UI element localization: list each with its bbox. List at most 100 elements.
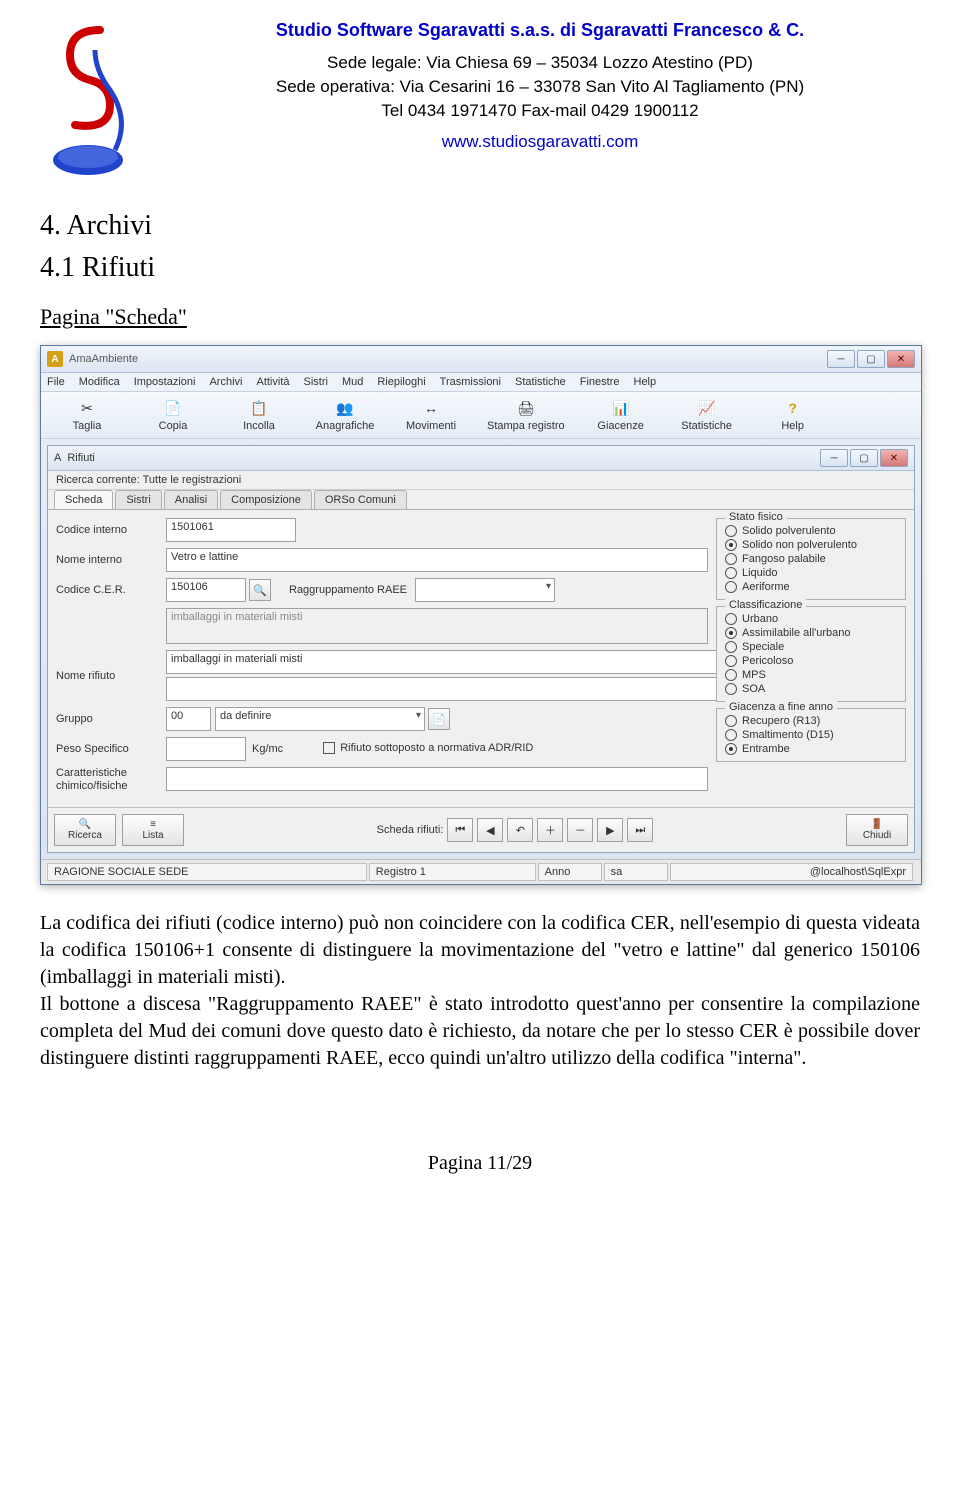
radio-liquido[interactable]: Liquido <box>725 567 897 579</box>
input-gruppo-code[interactable]: 00 <box>166 707 211 731</box>
nav-lista[interactable]: ≡Lista <box>122 814 184 846</box>
body-paragraph: La codifica dei rifiuti (codice interno)… <box>40 910 920 1072</box>
status-user: sa <box>604 863 668 881</box>
tb-taglia[interactable]: ✂Taglia <box>49 396 125 434</box>
nav-first[interactable]: ⏮ <box>447 818 473 842</box>
fieldset-classificazione: Classificazione Urbano Assimilabile all'… <box>716 606 906 702</box>
tb-copia[interactable]: 📄Copia <box>135 396 211 434</box>
inner-maximize-button[interactable]: ▢ <box>850 449 878 467</box>
radio-speciale[interactable]: Speciale <box>725 641 897 653</box>
move-icon: ↔ <box>421 398 441 418</box>
tb-anagrafiche[interactable]: 👥Anagrafiche <box>307 396 383 434</box>
dropdown-raee[interactable] <box>415 578 555 602</box>
menu-impostazioni[interactable]: Impostazioni <box>134 376 196 388</box>
search-status: Ricerca corrente: Tutte le registrazioni <box>48 471 914 490</box>
stock-icon: 📊 <box>611 398 631 418</box>
radio-aeriforme[interactable]: Aeriforme <box>725 581 897 593</box>
tb-giacenze[interactable]: 📊Giacenze <box>583 396 659 434</box>
nav-add[interactable]: ＋ <box>537 818 563 842</box>
label-raee: Raggruppamento RAEE <box>289 584 407 596</box>
label-peso: Peso Specifico <box>56 743 166 755</box>
radio-fangoso[interactable]: Fangoso palabile <box>725 553 897 565</box>
input-caratteristiche[interactable] <box>166 767 708 791</box>
label-peso-unit: Kg/mc <box>252 743 283 755</box>
input-desc-disabled: imballaggi in materiali misti <box>166 608 708 644</box>
input-codice-interno[interactable]: 1501061 <box>166 518 296 542</box>
label-nome-rifiuto: Nome rifiuto <box>56 670 166 682</box>
nav-last[interactable]: ⏭ <box>627 818 653 842</box>
website-link[interactable]: www.studiosgaravatti.com <box>160 132 920 152</box>
tab-sistri[interactable]: Sistri <box>115 490 161 509</box>
input-nome-interno[interactable]: Vetro e lattine <box>166 548 708 572</box>
radio-smaltimento[interactable]: Smaltimento (D15) <box>725 729 897 741</box>
stats-icon: 📈 <box>697 398 717 418</box>
cer-lookup-button[interactable]: 🔍 <box>249 579 271 601</box>
fieldset-stato-fisico: Stato fisico Solido polverulento Solido … <box>716 518 906 600</box>
menu-trasmissioni[interactable]: Trasmissioni <box>440 376 501 388</box>
app-title: AmaAmbiente <box>69 353 827 365</box>
input-nome-rifiuto[interactable]: imballaggi in materiali misti <box>166 650 718 674</box>
nav-delete[interactable]: － <box>567 818 593 842</box>
menu-archivi[interactable]: Archivi <box>209 376 242 388</box>
page-footer: Pagina 11/29 <box>40 1152 920 1175</box>
tab-composizione[interactable]: Composizione <box>220 490 312 509</box>
radio-mps[interactable]: MPS <box>725 669 897 681</box>
cut-icon: ✂ <box>77 398 97 418</box>
menu-modifica[interactable]: Modifica <box>79 376 120 388</box>
tab-scheda[interactable]: Scheda <box>54 490 113 509</box>
close-button[interactable]: ✕ <box>887 350 915 368</box>
status-host: @localhost\SqlExpr <box>670 863 913 881</box>
menu-attivita[interactable]: Attività <box>256 376 289 388</box>
nav-undo[interactable]: ↶ <box>507 818 533 842</box>
radio-assimilabile[interactable]: Assimilabile all'urbano <box>725 627 897 639</box>
radio-solido-nonpolv[interactable]: Solido non polverulento <box>725 539 897 551</box>
radio-entrambe[interactable]: Entrambe <box>725 743 897 755</box>
maximize-button[interactable]: ▢ <box>857 350 885 368</box>
tb-help[interactable]: ?Help <box>755 396 831 434</box>
nav-next[interactable]: ▶ <box>597 818 623 842</box>
nav-bar: 🔍Ricerca ≡Lista Scheda rifiuti: ⏮ ◀ ↶ ＋ … <box>48 807 914 852</box>
input-codice-cer[interactable]: 150106 <box>166 578 246 602</box>
radio-soa[interactable]: SOA <box>725 683 897 695</box>
radio-pericoloso[interactable]: Pericoloso <box>725 655 897 667</box>
inner-minimize-button[interactable]: ─ <box>820 449 848 467</box>
nav-ricerca[interactable]: 🔍Ricerca <box>54 814 116 846</box>
gruppo-new-button[interactable]: 📄 <box>428 708 450 730</box>
menu-statistiche[interactable]: Statistiche <box>515 376 566 388</box>
minimize-button[interactable]: ─ <box>827 350 855 368</box>
menu-file[interactable]: File <box>47 376 65 388</box>
app-window: A AmaAmbiente ─ ▢ ✕ File Modifica Impost… <box>40 345 922 885</box>
tab-analisi[interactable]: Analisi <box>164 490 218 509</box>
label-gruppo: Gruppo <box>56 713 166 725</box>
tb-incolla[interactable]: 📋Incolla <box>221 396 297 434</box>
menu-help[interactable]: Help <box>634 376 657 388</box>
label-codice-cer: Codice C.E.R. <box>56 584 166 596</box>
label-codice-interno: Codice interno <box>56 524 166 536</box>
tab-orso[interactable]: ORSo Comuni <box>314 490 407 509</box>
radio-solido-polv[interactable]: Solido polverulento <box>725 525 897 537</box>
input-nome-rifiuto-2[interactable] <box>166 677 718 701</box>
checkbox-adr[interactable] <box>323 742 335 754</box>
tb-stampa[interactable]: 🖨Stampa registro <box>479 396 573 434</box>
dropdown-gruppo[interactable]: da definire <box>215 707 425 731</box>
inner-title: Rifiuti <box>67 452 820 464</box>
label-adr: Rifiuto sottoposto a normativa ADR/RID <box>340 742 533 754</box>
menu-sistri[interactable]: Sistri <box>304 376 328 388</box>
radio-recupero[interactable]: Recupero (R13) <box>725 715 897 727</box>
nav-prev[interactable]: ◀ <box>477 818 503 842</box>
titlebar: A AmaAmbiente ─ ▢ ✕ <box>41 346 921 373</box>
print-icon: 🖨 <box>516 398 536 418</box>
nav-chiudi[interactable]: 🚪Chiudi <box>846 814 908 846</box>
company-name: Studio Software Sgaravatti s.a.s. di Sga… <box>160 20 920 41</box>
inner-close-button[interactable]: ✕ <box>880 449 908 467</box>
menu-finestre[interactable]: Finestre <box>580 376 620 388</box>
page-label: Pagina "Scheda" <box>40 304 920 330</box>
menu-riepiloghi[interactable]: Riepiloghi <box>377 376 425 388</box>
tabs: Scheda Sistri Analisi Composizione ORSo … <box>48 490 914 510</box>
address-operational: Sede operativa: Via Cesarini 16 – 33078 … <box>160 75 920 99</box>
menu-mud[interactable]: Mud <box>342 376 363 388</box>
tb-movimenti[interactable]: ↔Movimenti <box>393 396 469 434</box>
radio-urbano[interactable]: Urbano <box>725 613 897 625</box>
tb-statistiche[interactable]: 📈Statistiche <box>669 396 745 434</box>
input-peso[interactable] <box>166 737 246 761</box>
